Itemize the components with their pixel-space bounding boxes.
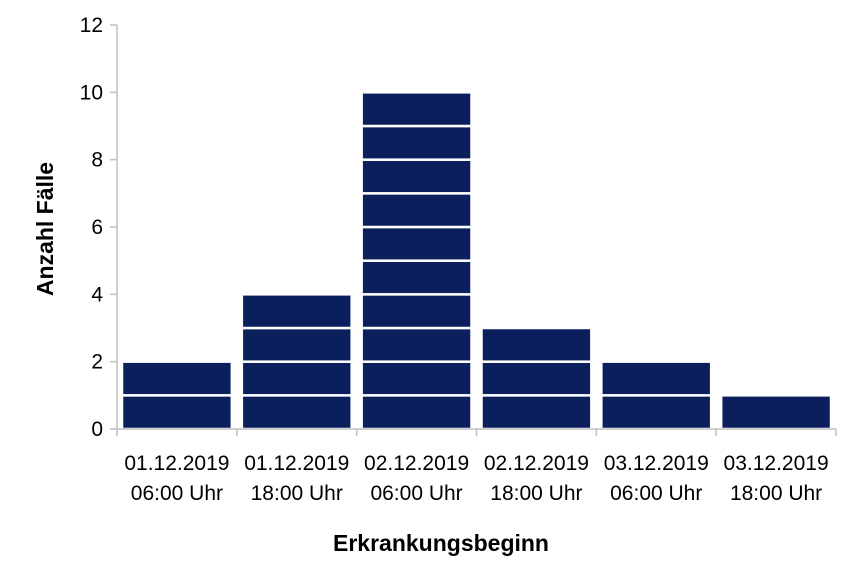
- x-tick-label: 02.12.2019 18:00 Uhr: [484, 452, 589, 505]
- x-tick-label: 02.12.2019 06:00 Uhr: [364, 452, 469, 505]
- x-tick-label: 01.12.2019 18:00 Uhr: [244, 452, 349, 505]
- x-tick-label: 03.12.2019 06:00 Uhr: [604, 452, 709, 505]
- bar-case-unit-1-2: [240, 326, 353, 363]
- bar-case-unit-2-9: [360, 91, 473, 128]
- x-axis-title: Erkrankungsbeginn: [333, 530, 549, 556]
- axes-layer: [110, 24, 837, 436]
- bar-case-unit-3-2: [480, 326, 593, 363]
- y-tick-label: 8: [91, 149, 103, 172]
- bar-case-unit-0-0: [120, 394, 234, 431]
- x-tick-label-line: 18:00 Uhr: [490, 482, 582, 505]
- x-tick-label-line: 02.12.2019: [364, 452, 469, 475]
- bar-case-unit-1-3: [240, 293, 353, 330]
- y-tick-label: 10: [80, 81, 103, 104]
- bar-case-unit-2-7: [360, 158, 473, 195]
- bar-case-unit-2-1: [360, 360, 473, 397]
- bar-case-unit-0-1: [120, 360, 234, 397]
- x-tick-label-line: 02.12.2019: [484, 452, 589, 475]
- bar-case-unit-1-0: [240, 394, 353, 431]
- bar-case-unit-3-0: [480, 394, 593, 431]
- x-tick-label-line: 18:00 Uhr: [251, 482, 343, 505]
- bar-case-unit-1-1: [240, 360, 353, 397]
- bar-case-unit-2-5: [360, 225, 473, 262]
- bar-case-unit-2-6: [360, 192, 473, 229]
- bar-case-unit-2-4: [360, 259, 473, 296]
- x-tick-label: 03.12.2019 18:00 Uhr: [724, 452, 829, 505]
- y-tick-label: 6: [91, 216, 103, 239]
- x-tick-label-line: 01.12.2019: [244, 452, 349, 475]
- y-axis-title: Anzahl Fälle: [32, 162, 58, 296]
- y-tick-label: 12: [80, 14, 103, 37]
- x-tick-label-line: 01.12.2019: [124, 452, 229, 475]
- x-tick-label-line: 18:00 Uhr: [730, 482, 822, 505]
- bar-case-unit-4-1: [600, 360, 713, 397]
- y-tick-label: 2: [91, 351, 103, 374]
- bar-case-unit-5-0: [719, 394, 833, 431]
- x-tick-label-line: 03.12.2019: [604, 452, 709, 475]
- bar-case-unit-4-0: [600, 394, 713, 431]
- bar-case-unit-2-8: [360, 124, 473, 161]
- bar-case-unit-2-3: [360, 293, 473, 330]
- bar-case-unit-3-1: [480, 360, 593, 397]
- x-tick-label-line: 06:00 Uhr: [370, 482, 462, 505]
- bars-layer: [120, 91, 833, 431]
- bar-case-unit-2-0: [360, 394, 473, 431]
- bar-case-unit-2-2: [360, 326, 473, 363]
- x-tick-label-line: 06:00 Uhr: [131, 482, 223, 505]
- y-tick-label: 4: [91, 283, 103, 306]
- x-tick-label-line: 06:00 Uhr: [610, 482, 702, 505]
- x-tick-label-line: 03.12.2019: [724, 452, 829, 475]
- y-tick-label: 0: [91, 418, 103, 441]
- labels-layer: 0 2 4 6 8 10 12 01.12.2019 06:00 Uhr 01.12.2019 18…: [80, 14, 829, 505]
- x-tick-label: 01.12.2019 06:00 Uhr: [124, 452, 229, 505]
